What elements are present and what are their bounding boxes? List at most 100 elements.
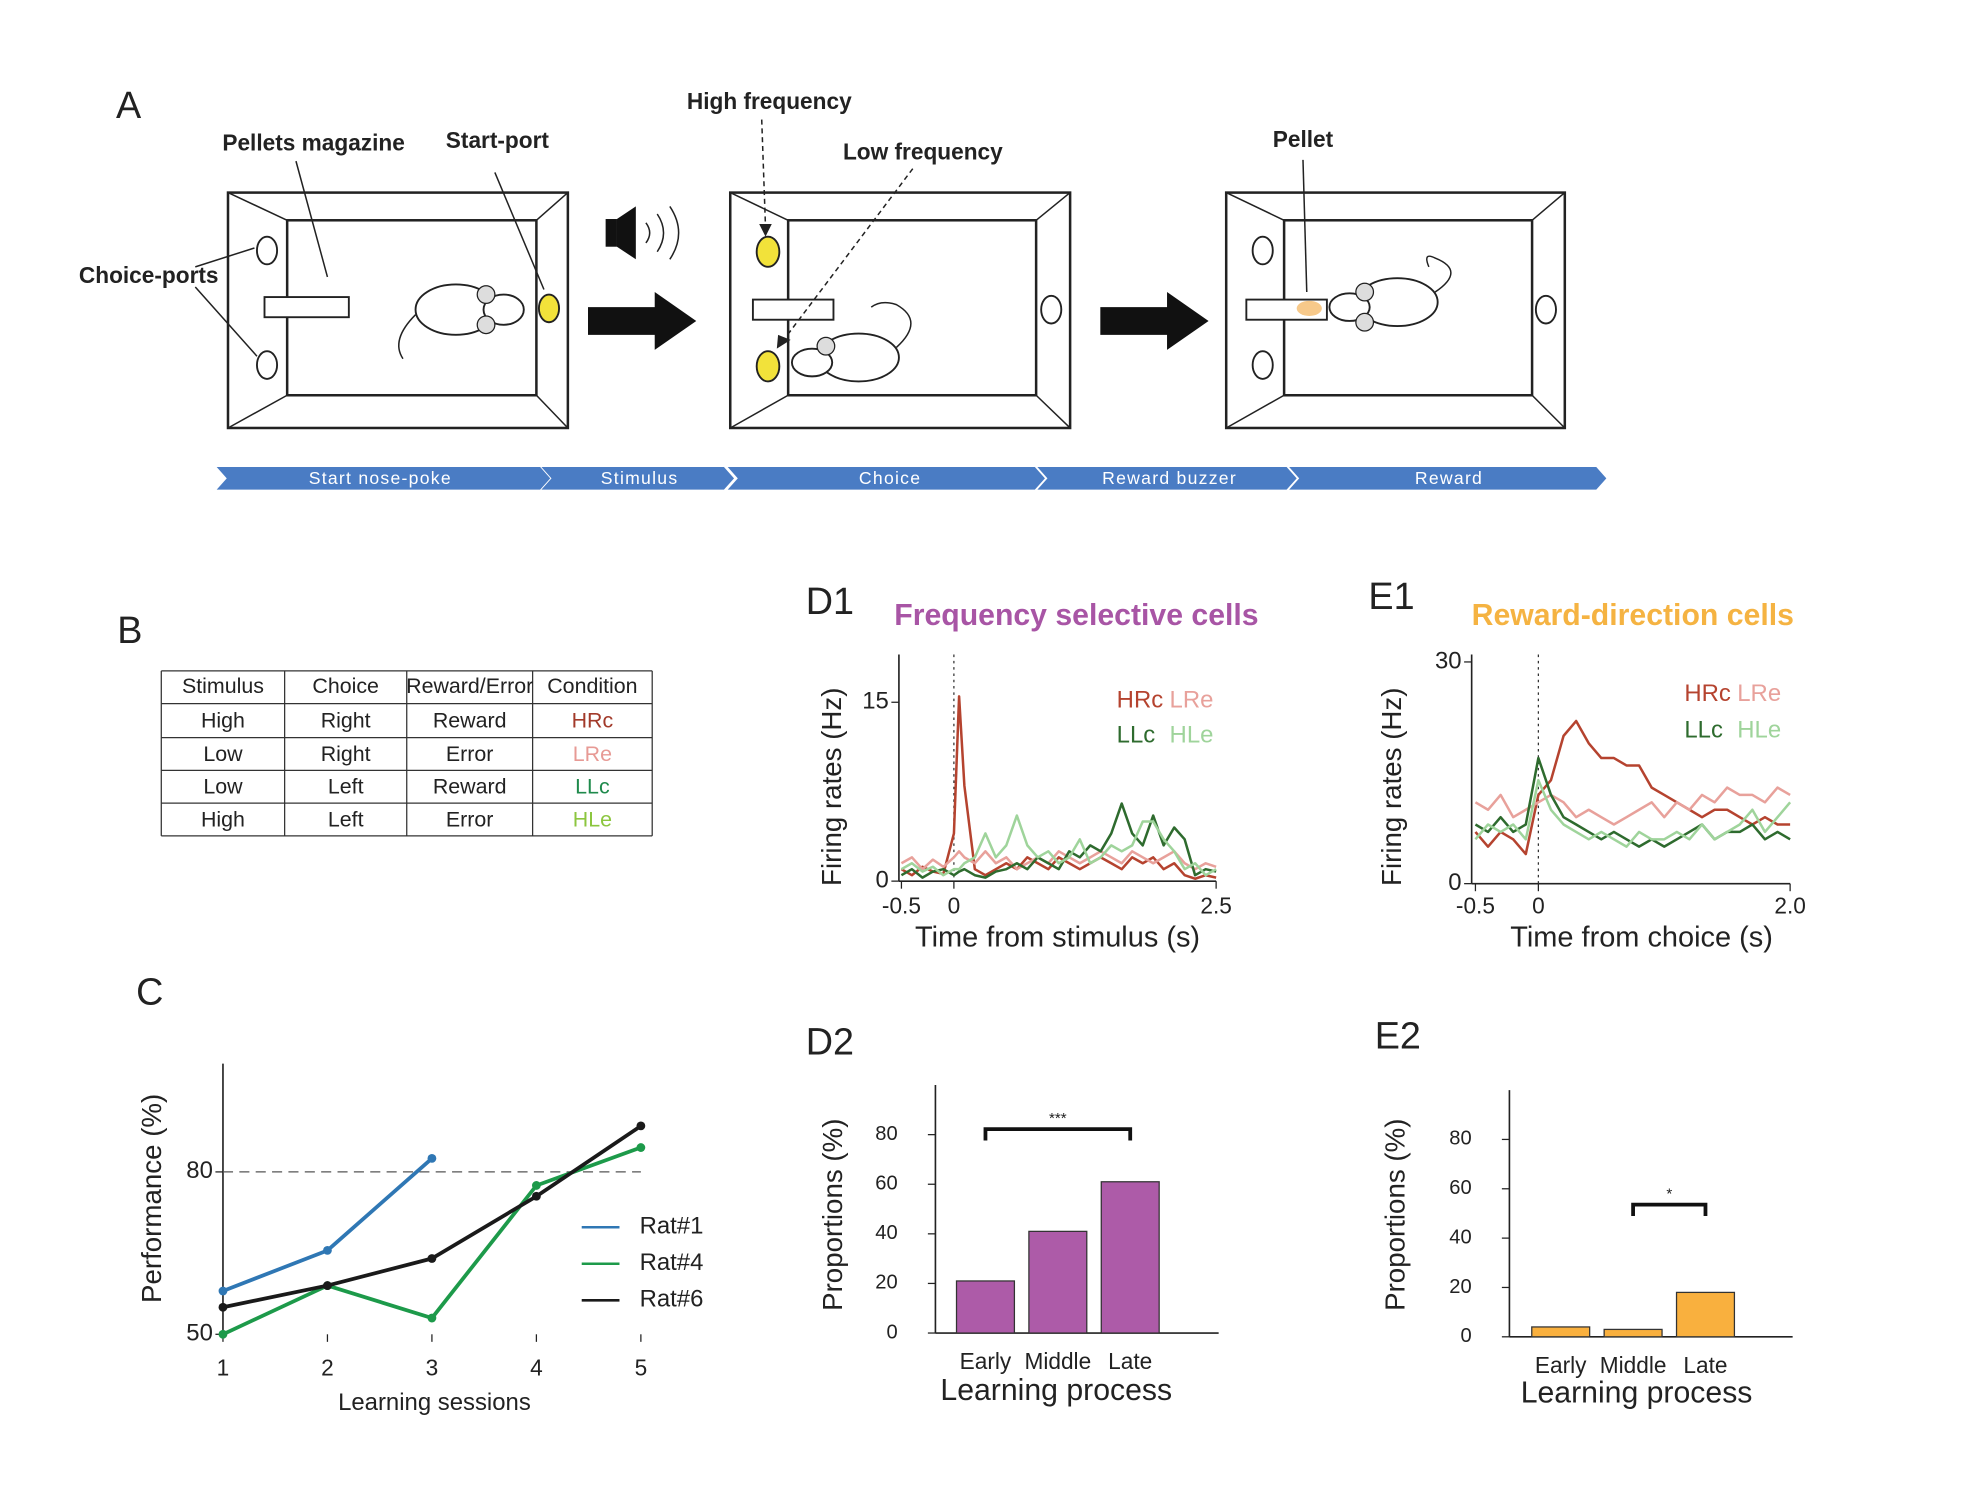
x-tick-label: 1	[217, 1355, 230, 1381]
legend-label: HLe	[1737, 717, 1781, 744]
bar	[1603, 1328, 1663, 1338]
y-tick-label: 60	[875, 1173, 897, 1195]
y-tick-label: 0	[876, 866, 889, 893]
point	[531, 1191, 541, 1201]
y-tick-label: 0	[886, 1321, 897, 1343]
legend-label: LLc	[1117, 722, 1156, 749]
x-tick-label: Early	[1535, 1352, 1587, 1378]
timeline-label: Choice	[859, 468, 921, 488]
y-axis-label: Firing rates (Hz)	[816, 688, 847, 886]
significance-label: *	[1666, 1186, 1672, 1203]
point	[427, 1254, 437, 1263]
x-tick-label: -0.5	[1456, 893, 1495, 919]
y-axis-label: Performance (%)	[136, 1094, 167, 1303]
y-tick-label: 40	[875, 1222, 897, 1244]
y-tick-label: 40	[1449, 1226, 1471, 1248]
significance-bracket	[983, 1127, 1133, 1141]
table-cell: Left	[328, 775, 364, 799]
table-cell: High	[201, 709, 245, 733]
table-cell: Left	[328, 807, 364, 831]
table-cell: Low	[203, 742, 243, 766]
legend-label: LLc	[1684, 717, 1723, 744]
x-tick-label: 0	[1532, 893, 1545, 919]
line-series	[1474, 778, 1792, 848]
arrow	[1100, 292, 1209, 350]
diagram-label: High frequency	[687, 88, 852, 114]
panel-label: B	[117, 610, 142, 652]
bar	[1028, 1230, 1088, 1334]
diagram-label: Pellets magazine	[222, 130, 404, 156]
legend-label: HLe	[1170, 722, 1214, 749]
table-cell: HLe	[573, 807, 612, 831]
line-series	[222, 1124, 642, 1310]
chamber	[728, 191, 1072, 430]
y-axis-label: Firing rates (Hz)	[1376, 688, 1407, 886]
legend-label: Rat#6	[640, 1286, 704, 1313]
timeline-label: Stimulus	[601, 468, 679, 488]
arrow	[588, 292, 697, 350]
chamber	[226, 191, 570, 430]
significance-bracket	[1631, 1202, 1708, 1216]
y-axis-label: Proportions (%)	[817, 1119, 848, 1311]
y-tick-label: 0	[1460, 1325, 1471, 1347]
bar	[1100, 1181, 1160, 1334]
point	[323, 1281, 332, 1290]
line-series	[1474, 719, 1791, 856]
diagram-label: Pellet	[1273, 126, 1334, 152]
chamber	[1224, 191, 1567, 430]
legend-label: HRc	[1117, 686, 1164, 713]
x-axis-label: Time from stimulus (s)	[915, 922, 1200, 954]
legend-label: HRc	[1684, 680, 1731, 707]
y-tick-label: 20	[1449, 1276, 1471, 1298]
x-tick-label: 4	[530, 1355, 543, 1381]
table-cell: Error	[446, 807, 494, 831]
diagram-label: Choice-ports	[79, 262, 219, 288]
legend-label: LRe	[1737, 680, 1781, 707]
x-tick-label: Late	[1683, 1352, 1727, 1378]
timeline-label: Reward	[1415, 468, 1483, 488]
line-series	[900, 802, 1217, 879]
table-cell: High	[201, 807, 245, 831]
table-cell: Right	[321, 709, 371, 733]
point	[218, 1286, 228, 1296]
speaker	[605, 206, 680, 260]
line-series	[900, 814, 1217, 877]
x-axis-label: Time from choice (s)	[1510, 922, 1773, 954]
table-cell: Low	[203, 775, 243, 799]
x-axis-label: Learning sessions	[338, 1389, 531, 1416]
table-cell: Reward	[433, 775, 507, 799]
panel-label: C	[136, 971, 163, 1013]
line-series	[222, 1157, 434, 1293]
y-tick-label: 20	[875, 1272, 897, 1294]
x-tick-label: -0.5	[882, 893, 921, 919]
timeline-label: Start nose-poke	[309, 468, 452, 488]
table-cell: Reward	[433, 709, 507, 733]
x-tick-label: Late	[1108, 1348, 1152, 1374]
y-tick-label: 60	[1449, 1177, 1471, 1199]
line-series	[222, 1145, 642, 1337]
diagram-label: Low frequency	[843, 139, 1003, 165]
chart-title: Reward-direction cells	[1472, 599, 1794, 632]
panel-label: E2	[1375, 1015, 1421, 1057]
point	[323, 1245, 332, 1255]
table-header: Condition	[547, 674, 637, 698]
bar	[955, 1280, 1016, 1334]
table-header: Choice	[312, 674, 379, 698]
x-axis-label: Learning process	[1521, 1377, 1753, 1410]
point	[636, 1121, 646, 1131]
x-tick-label: Early	[960, 1348, 1012, 1374]
table-header: Stimulus	[182, 674, 264, 698]
x-tick-label: 2.0	[1774, 893, 1805, 919]
x-tick-label: Middle	[1600, 1352, 1667, 1378]
leader-lines	[194, 119, 1308, 357]
x-tick-label: 3	[426, 1355, 439, 1381]
panel-label: A	[116, 85, 142, 127]
legend-label: LRe	[1170, 686, 1214, 713]
table: Stimulus Choice Reward/Error Condition High R…	[160, 670, 653, 837]
y-tick-label: 80	[875, 1123, 897, 1145]
table-header: Reward/Error	[406, 674, 533, 698]
x-axis-label: Learning process	[940, 1374, 1172, 1407]
timeline	[216, 467, 1607, 490]
x-tick-label: 2	[321, 1355, 334, 1381]
